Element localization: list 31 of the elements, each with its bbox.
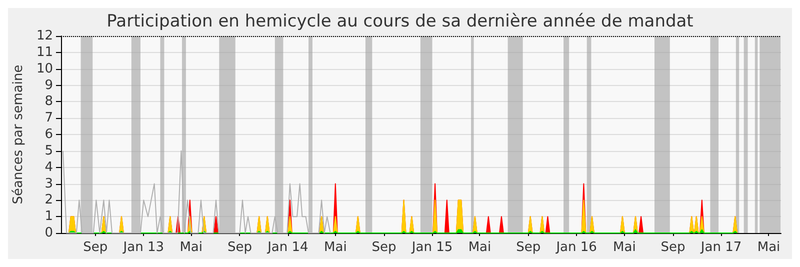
x-tick-label: Sep (83, 240, 108, 255)
y-tick-label: 12 (36, 28, 53, 44)
x-tick-label: Jan 16 (555, 240, 597, 255)
y-tick-label: 1 (44, 209, 53, 224)
y-tick-label: 9 (44, 78, 53, 93)
x-tick-label: Mai (757, 240, 780, 255)
chart-title: Participation en hemicycle au cours de sa dernière année de mandat (106, 12, 694, 32)
x-tick-label: Mai (324, 240, 347, 255)
y-tick-label: 4 (44, 160, 53, 175)
x-tick-label: Jan 15 (410, 240, 453, 255)
x-tick-label: Jan 14 (266, 240, 308, 255)
y-tick-label: 2 (44, 192, 53, 208)
x-tick-label: Mai (613, 240, 636, 255)
x-tick-label: Jan 17 (700, 240, 742, 255)
y-tick-label: 5 (44, 143, 53, 158)
y-axis-title: Séances par semaine (11, 64, 26, 204)
x-tick-label: Sep (660, 240, 686, 255)
y-tick-label: 8 (44, 94, 53, 110)
x-tick-label: Sep (227, 240, 252, 255)
y-tick-label: 11 (36, 44, 53, 60)
y-tick-label: 7 (44, 110, 53, 126)
line-series (62, 150, 331, 234)
y-tick-label: 6 (44, 127, 53, 142)
y-tick-label: 0 (44, 226, 53, 240)
x-tick-label: Sep (516, 240, 541, 255)
y-tick-label: 10 (36, 61, 53, 76)
x-tick-label: Mai (180, 240, 202, 255)
x-tick-label: Mai (468, 240, 492, 255)
x-tick-label: Sep (372, 240, 396, 255)
y-tick-label: 3 (44, 176, 53, 192)
x-tick-label: Jan 13 (122, 240, 164, 255)
